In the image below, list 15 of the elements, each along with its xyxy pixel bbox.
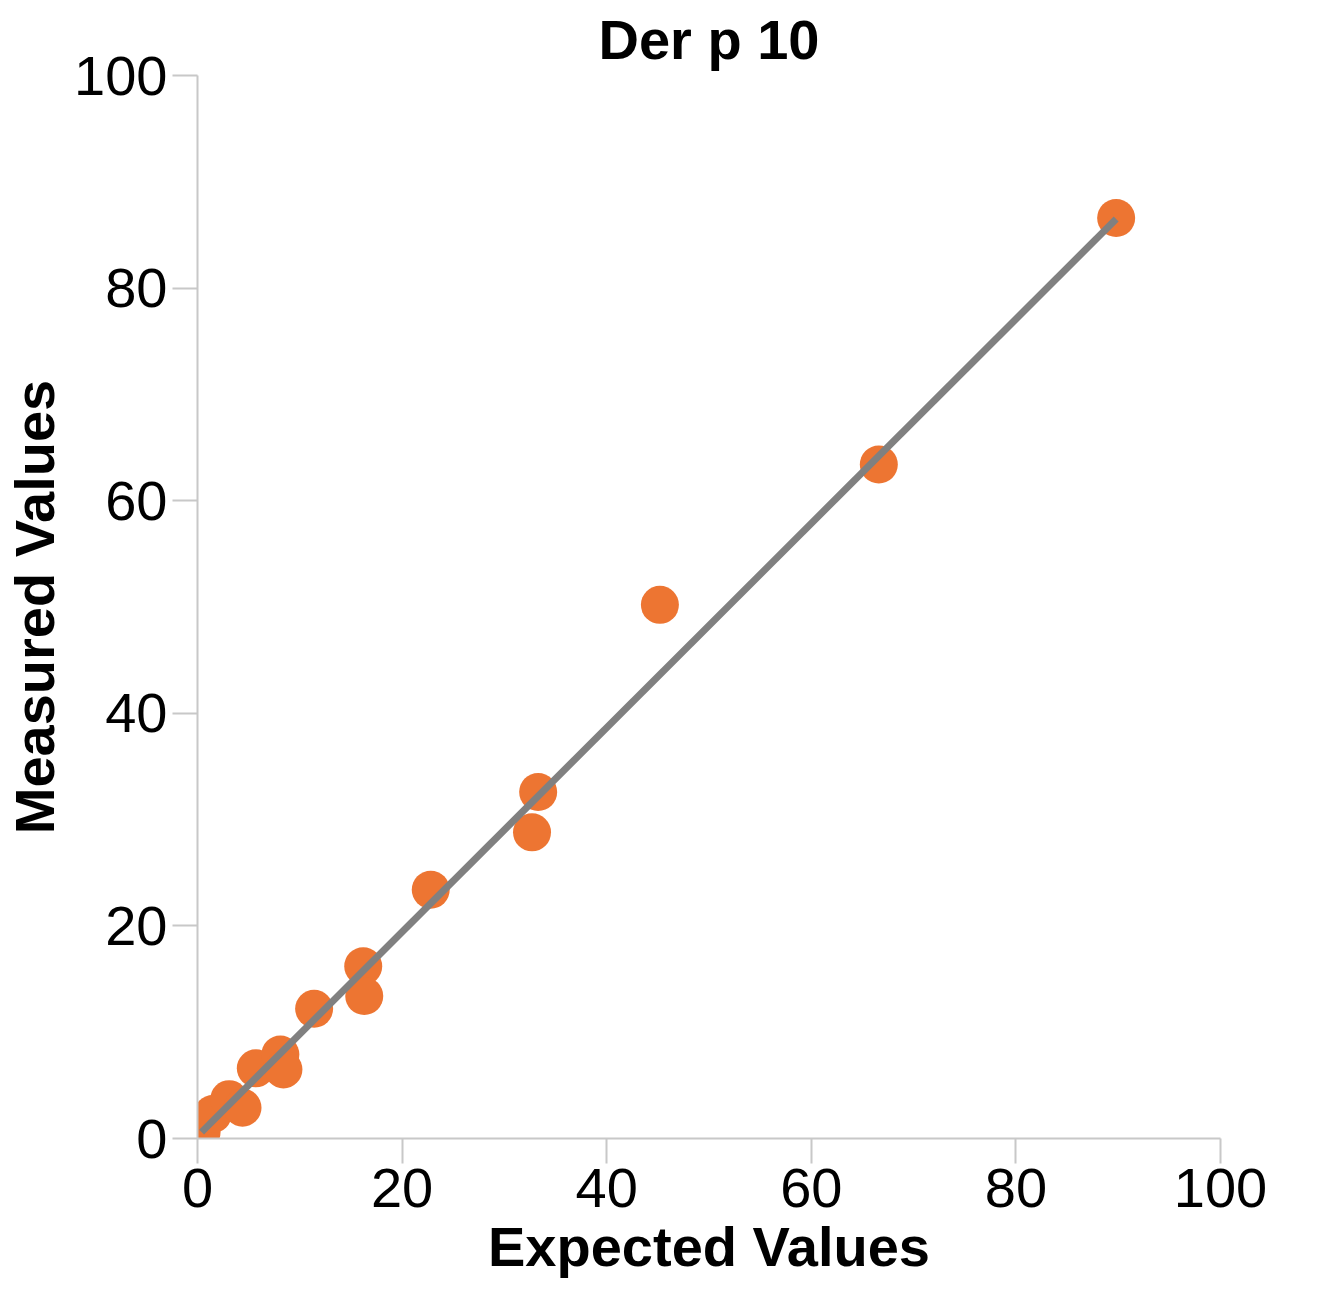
x-tick-label: 100 bbox=[1173, 1155, 1268, 1219]
point bbox=[513, 813, 552, 852]
y-tick-label: 60 bbox=[105, 468, 168, 532]
y-tick-label: 100 bbox=[74, 43, 168, 107]
x-tick-label: 20 bbox=[370, 1155, 434, 1219]
chart-title: Der p 10 bbox=[598, 7, 820, 71]
y-tick-label: 0 bbox=[136, 1106, 168, 1170]
x-tick-label: 0 bbox=[181, 1155, 214, 1219]
y-axis-title: Measured Values bbox=[3, 379, 67, 835]
point bbox=[640, 585, 679, 624]
y-tick-label: 20 bbox=[105, 893, 168, 957]
x-tick-label: 80 bbox=[984, 1155, 1048, 1219]
point bbox=[345, 977, 384, 1016]
y-tick-label: 40 bbox=[105, 681, 168, 745]
y-tick-label: 80 bbox=[105, 256, 168, 320]
